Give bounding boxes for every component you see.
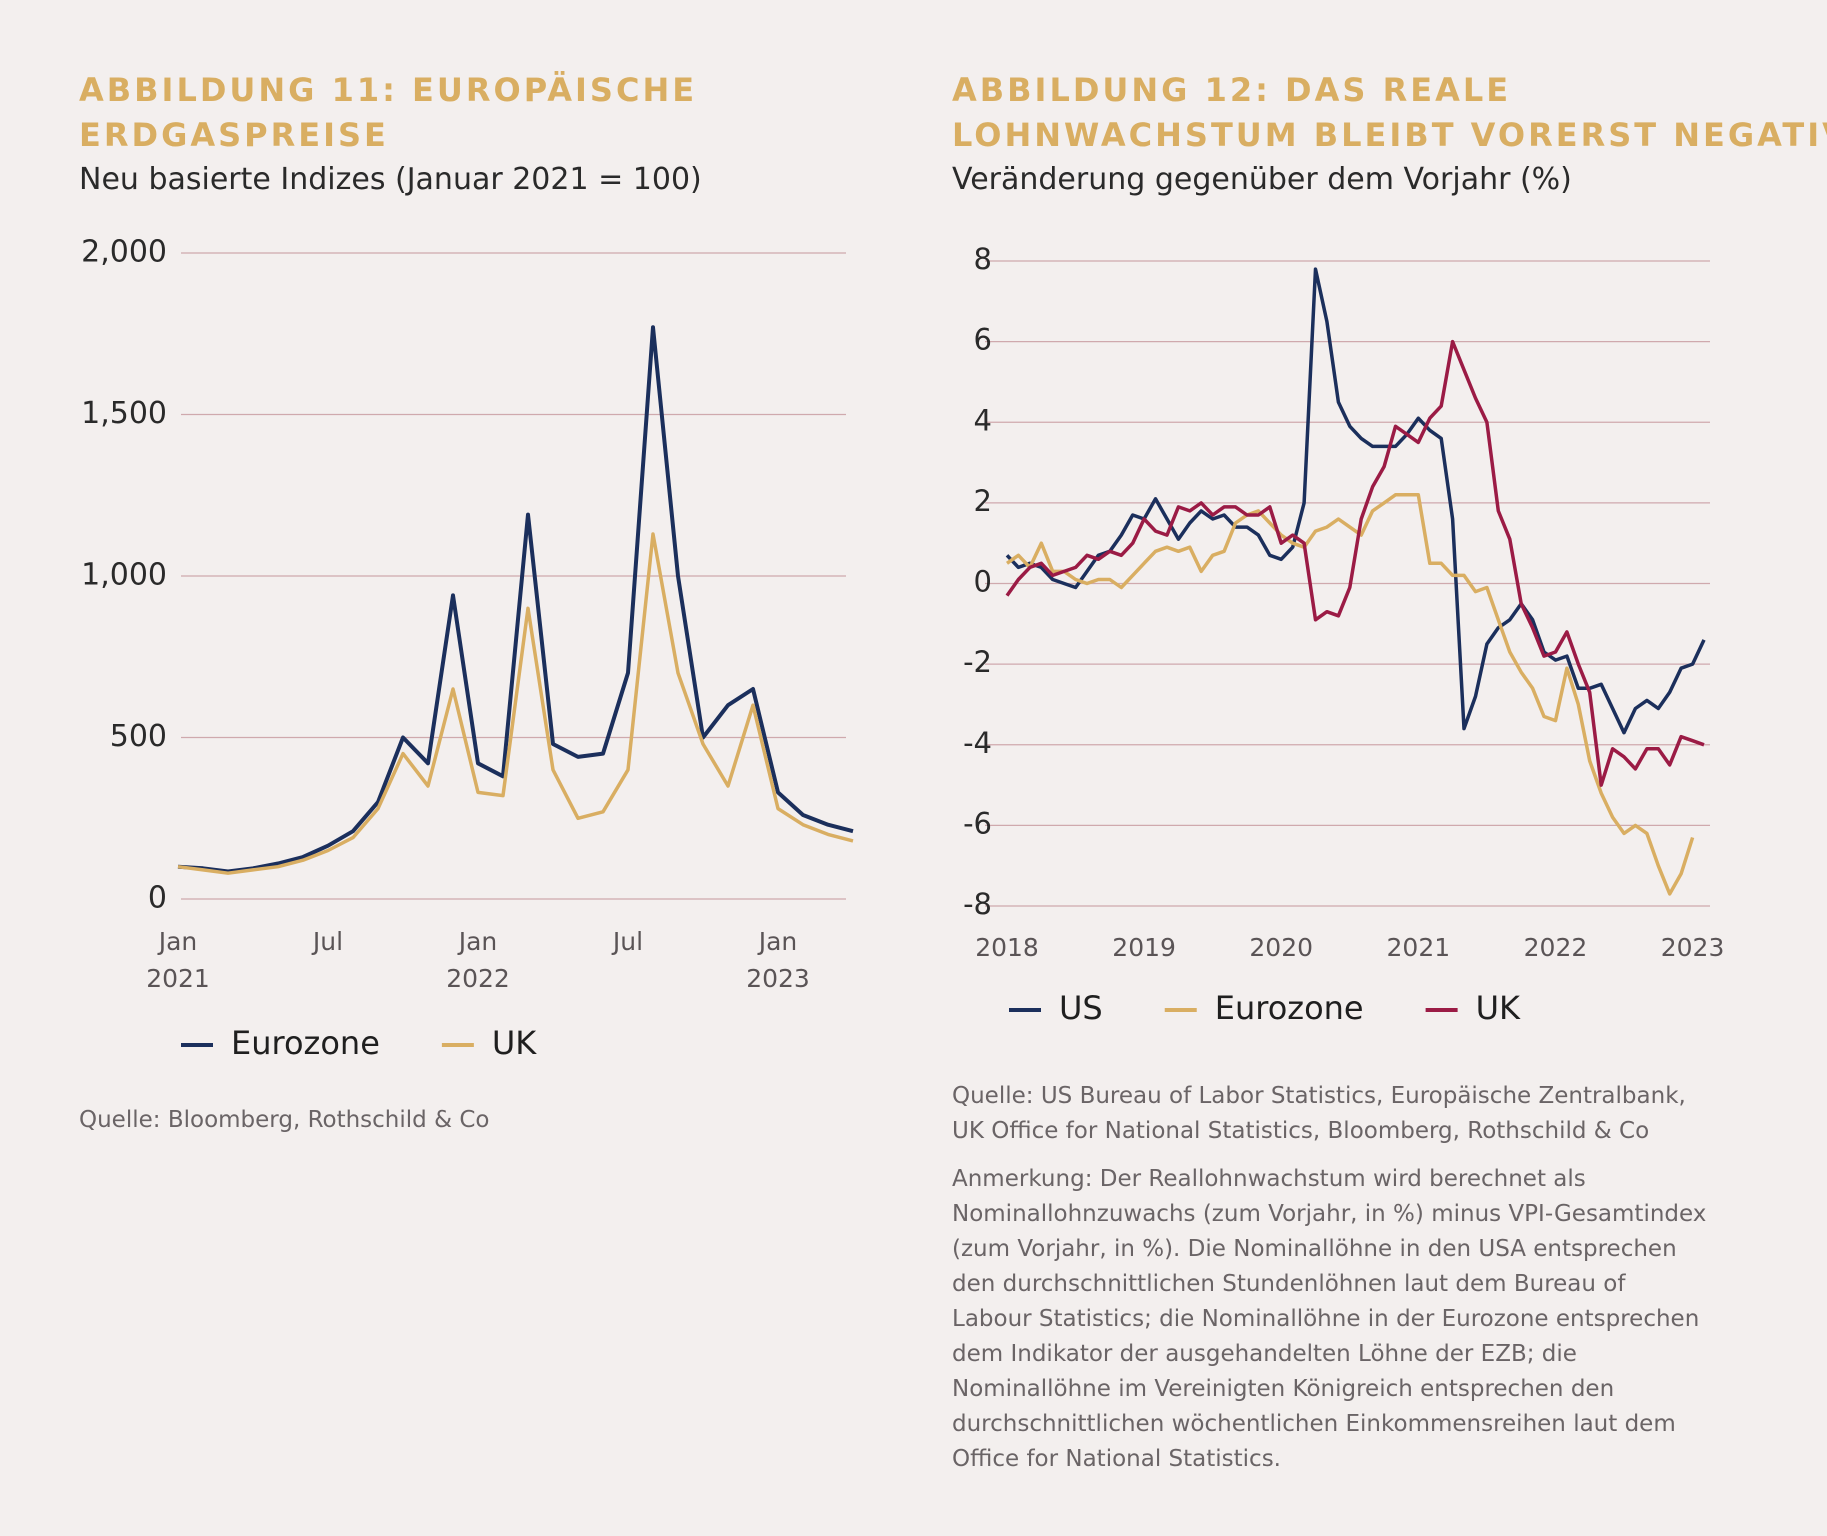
series-line [177,532,854,875]
series-line [1005,339,1705,787]
x-tick-label: 2020 [1249,933,1313,962]
series-line [1005,267,1706,735]
legend-label: US [1059,989,1103,1027]
chart-title: ERDGASPREISE [79,116,389,154]
x-tick-label: 2019 [1112,933,1176,962]
y-tick-label: 500 [110,719,167,754]
legend-label: UK [1476,989,1521,1027]
source: Quelle: US Bureau of Labor Statistics, E… [952,1083,1686,1144]
note: Anmerkung: Der Reallohnwachstum wird ber… [952,1166,1707,1472]
x-tick-label: Jul [312,927,344,956]
x-tick-label: 2023 [1661,933,1725,962]
y-tick-label: 1,000 [81,558,167,593]
chart-title: ABBILDUNG 12: DAS REALE [952,71,1512,109]
y-tick-label: 0 [974,565,992,599]
y-tick-label: -2 [963,645,992,679]
y-tick-label: 4 [974,403,992,437]
x-tick-label: Jan 2022 [446,927,510,993]
series-line [1005,493,1695,896]
x-tick-label: Jan 2021 [146,927,210,993]
legend-label: Eurozone [231,1024,380,1062]
y-tick-label: 8 [974,242,992,276]
x-tick-label: 2021 [1387,933,1451,962]
legend-label: Eurozone [1215,989,1364,1027]
chart-subtitle: Veränderung gegenüber dem Vorjahr (%) [952,162,1572,197]
y-tick-label: 6 [974,323,992,357]
x-tick-label: 2022 [1524,933,1588,962]
chart-title: LOHNWACHSTUM BLEIBT VORERST NEGATIV [952,116,1827,154]
chart-title: ABBILDUNG 11: EUROPÄISCHE [79,71,698,109]
chart-subtitle: Neu basierte Indizes (Januar 2021 = 100) [79,162,702,197]
y-tick-label: -6 [963,806,992,840]
x-tick-label: Jan 2023 [746,927,810,993]
y-tick-label: -8 [963,887,992,921]
y-tick-label: 1,500 [81,396,167,431]
legend-label: UK [492,1024,537,1062]
y-tick-label: 2 [974,484,992,518]
source: Quelle: Bloomberg, Rothschild & Co [79,1107,490,1133]
x-tick-label: Jul [612,927,644,956]
series-line [177,325,854,874]
x-tick-label: 2018 [975,933,1039,962]
y-tick-label: 2,000 [81,235,167,270]
y-tick-label: -4 [963,726,992,760]
y-tick-label: 0 [148,881,167,916]
